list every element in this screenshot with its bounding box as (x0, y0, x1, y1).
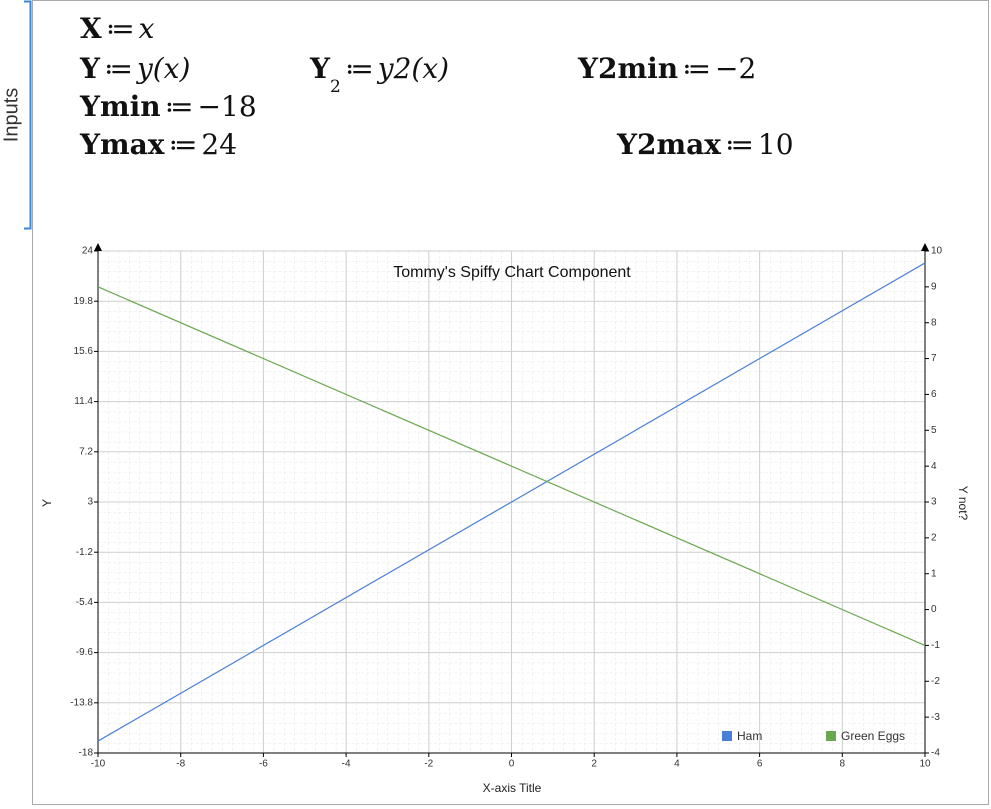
y2-tick-label: 1 (931, 568, 937, 579)
axis-arrows (94, 243, 929, 251)
y2-tick-label: 0 (931, 604, 937, 615)
expression: x (139, 12, 155, 45)
x-tick-label: -2 (424, 759, 433, 770)
assign-operator: ≔ (165, 90, 194, 123)
series-line (97, 262, 926, 742)
assign-operator: ≔ (345, 52, 374, 85)
x-tick-label: -10 (91, 759, 106, 770)
x-tick-label: 2 (591, 759, 597, 770)
legend-label: Green Eggs (841, 729, 905, 743)
variable-name: Y (79, 52, 101, 85)
y2-tick-label: 6 (931, 389, 937, 400)
expression: y2(x) (376, 52, 449, 85)
assign-operator: ≔ (682, 52, 711, 85)
y-tick-label: -9.6 (76, 647, 94, 658)
variable-name: Y2max (616, 128, 721, 161)
y-tick-label: 3 (87, 497, 93, 508)
y-tick-label: -13.8 (70, 697, 93, 708)
expression: 10 (758, 128, 794, 161)
y2-tick-label: 10 (931, 246, 943, 257)
y2-tick-label: 2 (931, 532, 937, 543)
y2-tick-label: -2 (931, 676, 940, 687)
x-tick-label: 4 (674, 759, 680, 770)
x-tick-label: -4 (342, 759, 351, 770)
region-label[interactable]: Inputs (0, 88, 22, 142)
legend-swatch (722, 731, 732, 741)
expression: y(x) (135, 52, 190, 85)
x-tick-label: -8 (176, 759, 185, 770)
assign-operator: ≔ (168, 128, 197, 161)
y-tick-label: -1.2 (76, 547, 94, 558)
y2-tick-label: 8 (931, 317, 937, 328)
math-definition: Y2≔ y2(x) (309, 52, 449, 97)
math-definition: X ≔ x (80, 12, 155, 45)
x-tick-label: 0 (509, 759, 515, 770)
y-tick-label: 7.2 (79, 446, 93, 457)
variable-name: Ymax (79, 128, 165, 161)
math-definition: Ymax ≔ 24 (79, 128, 237, 161)
y2-tick-label: 5 (931, 425, 937, 436)
x-axis-title: X-axis Title (483, 781, 542, 795)
assign-operator: ≔ (104, 52, 133, 85)
x-tick-label: 6 (757, 759, 763, 770)
assign-operator: ≔ (725, 128, 754, 161)
variable-name: X (80, 12, 102, 45)
chart: Tommy's Spiffy Chart Component X-axis Ti… (40, 243, 970, 795)
y-tick-label: 15.6 (74, 346, 94, 357)
expression: −2 (715, 52, 756, 85)
series-line (97, 286, 926, 646)
y-tick-label: -5.4 (76, 597, 94, 608)
variable-name: Ymin (79, 90, 161, 123)
y-tick-label: 24 (82, 246, 94, 257)
subscript: 2 (330, 77, 341, 97)
math-definition: Y2max ≔ 10 (616, 128, 794, 161)
region-bracket[interactable] (24, 0, 32, 230)
y-tick-label: -18 (79, 748, 94, 759)
y2-tick-label: -4 (931, 748, 940, 759)
y2-tick-label: -1 (931, 640, 940, 651)
y-tick-label: 19.8 (74, 296, 94, 307)
y2-axis-title: Y not? (956, 486, 970, 521)
variable-name: Y2min (577, 52, 678, 85)
y2-tick-label: -3 (931, 712, 940, 723)
math-definition: Y2min ≔ −2 (577, 52, 756, 85)
math-definition: Ymin ≔ −18 (79, 90, 257, 123)
legend-swatch (826, 731, 836, 741)
variable-name: Y (309, 52, 331, 85)
x-tick-label: -6 (259, 759, 268, 770)
chart-title: Tommy's Spiffy Chart Component (393, 264, 631, 281)
y2-tick-label: 4 (931, 461, 937, 472)
x-tick-label: 8 (840, 759, 846, 770)
y-axis-title: Y (40, 499, 54, 507)
y2-tick-label: 3 (931, 497, 937, 508)
legend-label: Ham (737, 729, 762, 743)
math-definition: Y ≔ y(x) (79, 52, 190, 85)
assign-operator: ≔ (106, 12, 135, 45)
x-tick-label: 10 (919, 759, 931, 770)
expression: −18 (198, 90, 257, 123)
expression: 24 (201, 128, 237, 161)
y2-tick-label: 9 (931, 281, 937, 292)
region-frame (32, 0, 989, 805)
y2-tick-label: 7 (931, 353, 937, 364)
y-tick-label: 11.4 (74, 396, 93, 407)
